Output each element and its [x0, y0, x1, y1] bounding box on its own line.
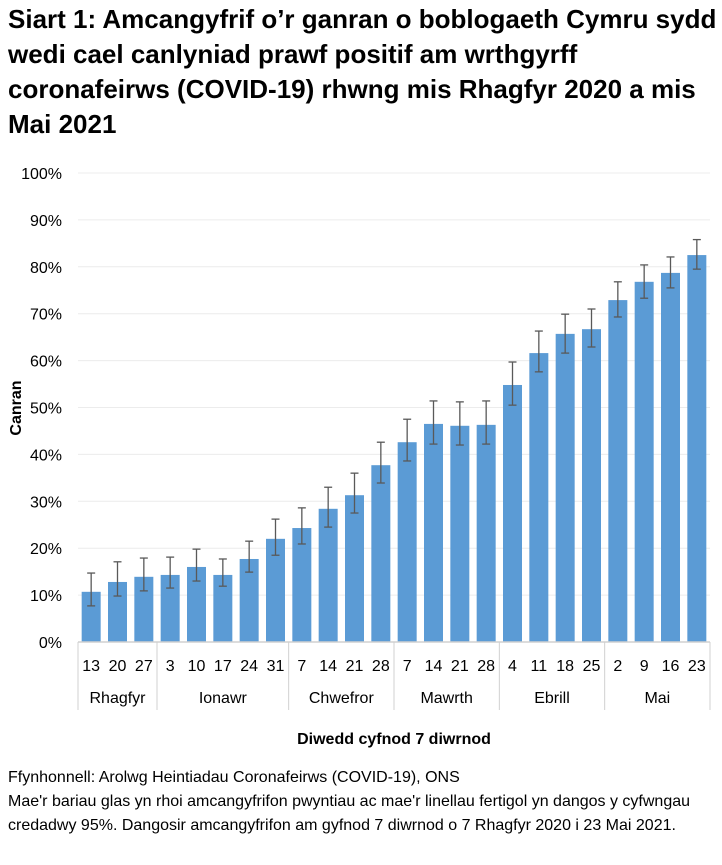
bar	[345, 495, 364, 642]
y-tick-label: 90%	[30, 213, 62, 230]
x-tick-label: 28	[477, 658, 495, 675]
bar	[239, 558, 259, 642]
footer: Ffynhonnell: Arolwg Heintiadau Coronafei…	[8, 766, 718, 838]
y-tick-label: 30%	[30, 494, 62, 511]
x-tick-label: 18	[556, 658, 574, 675]
bar	[292, 528, 312, 642]
month-label: Mai	[644, 690, 670, 707]
y-tick-label: 20%	[30, 541, 62, 558]
x-tick-label: 4	[508, 658, 517, 675]
x-tick-label: 3	[166, 658, 175, 675]
x-tick-label: 23	[688, 658, 706, 675]
x-tick-label: 10	[188, 658, 206, 675]
y-axis-label: Canran	[8, 380, 25, 435]
x-tick-label: 21	[451, 658, 469, 675]
x-tick-label: 24	[240, 658, 258, 675]
chart-title: Siart 1: Amcangyfrif o’r ganran o boblog…	[8, 4, 717, 139]
bar	[108, 581, 127, 642]
bar	[266, 538, 285, 642]
y-tick-label: 50%	[30, 401, 62, 418]
y-tick-label: 40%	[30, 447, 62, 464]
bar	[503, 384, 522, 642]
x-tick-label: 11	[531, 658, 548, 675]
x-tick-label: 25	[583, 658, 601, 675]
x-tick-label: 31	[267, 658, 285, 675]
x-tick-label: 16	[662, 658, 680, 675]
y-tick-label: 0%	[39, 635, 62, 652]
y-tick-label: 70%	[30, 307, 62, 324]
bar	[661, 272, 680, 642]
bar	[476, 424, 496, 642]
bar	[318, 508, 338, 642]
bar	[134, 576, 154, 642]
bar	[187, 566, 206, 642]
bar	[555, 333, 575, 642]
bar	[424, 423, 443, 642]
chart-note: Mae'r bariau glas yn rhoi amcangyfrifon …	[8, 793, 691, 834]
y-tick-labels: 0% 10% 20% 30% 40% 50% 60% 70% 80% 90% 100%	[21, 166, 62, 652]
bars	[81, 255, 707, 642]
month-label: Ebrill	[534, 690, 570, 707]
x-tick-label: 2	[613, 658, 622, 675]
x-tick-label: 28	[372, 658, 390, 675]
month-label: Ionawr	[199, 690, 248, 707]
error-bars	[87, 238, 701, 607]
bar	[529, 353, 549, 642]
bar-chart: 0%10%20%30%40%50%60%70%80%90%100% 13 20 27…	[8, 166, 711, 748]
x-tick-label: 9	[640, 658, 649, 675]
month-label: Mawrth	[420, 690, 472, 707]
y-tick-label: 10%	[30, 588, 62, 605]
x-tick-label: 21	[346, 658, 364, 675]
bar	[687, 255, 707, 642]
bar	[81, 591, 101, 642]
bar	[213, 574, 233, 642]
x-tick-label: 14	[425, 658, 443, 675]
x-tick-label: 7	[403, 658, 412, 675]
bar	[371, 465, 391, 642]
bar	[582, 329, 601, 642]
x-tick-label: 17	[214, 658, 232, 675]
x-tick-label: 27	[135, 658, 153, 675]
y-tick-label: 60%	[30, 354, 62, 371]
x-tick-label: 20	[109, 658, 127, 675]
x-tick-label: 14	[319, 658, 337, 675]
x-tick-label: 7	[297, 658, 306, 675]
gridlines	[78, 172, 710, 596]
bar	[450, 425, 470, 642]
month-label: Chwefror	[309, 690, 375, 707]
x-tick-label: 13	[82, 658, 100, 675]
bar	[634, 281, 654, 642]
bar	[397, 442, 417, 642]
source-note: Ffynhonnell: Arolwg Heintiadau Coronafei…	[8, 769, 460, 786]
month-label: Rhagfyr	[89, 690, 146, 707]
x-axis-label: Diwedd cyfnod 7 diwrnod	[297, 731, 491, 748]
y-tick-label: 100%	[21, 166, 62, 183]
bar	[608, 300, 628, 642]
bar	[160, 574, 180, 642]
y-tick-label: 80%	[30, 260, 62, 277]
